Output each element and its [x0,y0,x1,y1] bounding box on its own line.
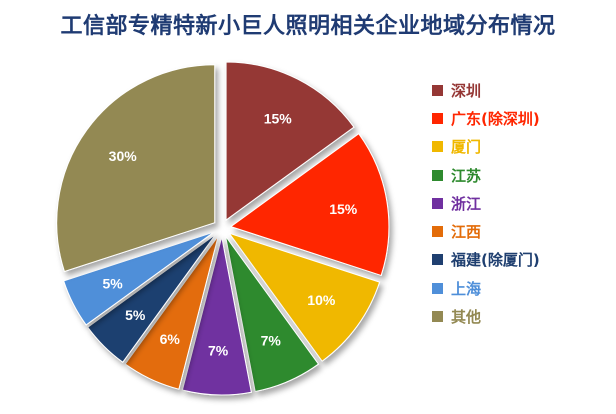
legend-label: 厦门 [451,138,482,157]
legend-swatch [432,112,443,124]
slice-value-label: 7% [208,343,229,359]
legend-label: 深圳 [451,81,482,100]
legend-swatch [432,197,443,209]
slice-value-label: 15% [329,201,358,217]
legend-swatch [432,254,443,266]
slice-value-label: 15% [264,111,293,127]
pie-slice [124,235,219,390]
legend: 深圳广东(除深圳) 厦门江苏浙江江西福建(除厦门) 上海其他 [432,76,540,331]
legend-label: 浙江 [451,194,482,213]
slice-value-label: 5% [103,276,124,292]
pie-slice-labels: 15% 15% 10% 7% 7% 6% 5%5% 30% [103,111,358,359]
pie-slice [181,236,252,396]
legend-item: 其他 [432,302,540,330]
legend-label: 江西 [451,223,482,242]
chart-title: 工信部专精特新小巨人照明相关企业地域分布情况 [60,14,556,39]
legend-item: 福建(除厦门) [432,246,540,274]
legend-swatch [432,282,443,294]
pie-slices [56,61,390,396]
legend-item: 厦门 [432,133,540,161]
pie-slice [56,64,216,273]
legend-label: 江苏 [451,166,482,185]
slice-value-label: 5% [125,307,146,323]
slice-value-label: 6% [160,331,181,347]
legend-swatch [432,311,443,323]
legend-label: 其他 [451,308,482,327]
pie-slice [225,235,320,393]
legend-swatch [432,141,443,153]
legend-item: 江西 [432,217,540,245]
legend-swatch [432,226,443,238]
legend-label: 福建(除厦门) [451,251,540,270]
legend-swatch [432,169,443,181]
legend-item: 浙江 [432,189,540,217]
slice-value-label: 10% [307,292,336,308]
legend-item: 上海 [432,274,540,302]
pie-slice [229,133,390,277]
pie-slice [227,232,381,362]
legend-swatch [432,84,443,96]
slice-value-label: 7% [261,333,282,349]
legend-label: 广东(除深圳) [451,109,540,128]
legend-item: 广东(除深圳) [432,104,540,132]
pie-slice [63,231,215,326]
legend-item: 江苏 [432,161,540,189]
pie-slice [225,61,355,221]
legend-item: 深圳 [432,76,540,104]
slice-value-label: 30% [109,148,138,164]
legend-label: 上海 [451,279,482,298]
pie-slice [87,233,217,363]
